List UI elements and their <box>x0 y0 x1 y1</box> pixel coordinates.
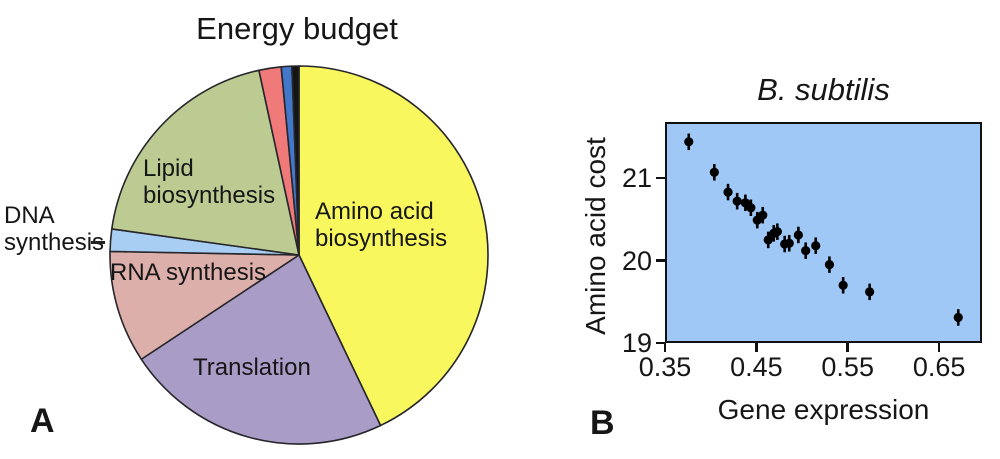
y-tick-label: 19 <box>621 328 652 358</box>
data-point <box>793 230 803 240</box>
y-tick-mark <box>656 259 665 262</box>
scatter-plot-area <box>665 122 982 343</box>
data-point <box>709 167 719 177</box>
data-point <box>758 210 768 220</box>
data-point <box>732 196 742 206</box>
data-point <box>824 260 835 270</box>
pie-label-translation: Translation <box>193 354 311 381</box>
data-point <box>801 246 811 256</box>
pie-label-dna-synthesis: DNA synthesis <box>4 202 105 256</box>
x-tick-label: 0.35 <box>638 352 692 382</box>
pie-slice-rna-synthesis <box>109 250 300 361</box>
data-point <box>953 312 963 323</box>
pie-label-rna-synthesis: RNA synthesis <box>110 259 267 286</box>
data-point <box>838 280 848 290</box>
dna-pointer-line <box>91 241 105 244</box>
y-tick-label: 20 <box>621 245 652 276</box>
data-point <box>723 187 733 197</box>
energy-budget-pie-chart <box>109 65 489 445</box>
pie-slice-amino-acid-biosynthesis <box>298 65 489 427</box>
y-tick-mark <box>656 341 665 345</box>
y-axis-label: Amino acid cost <box>580 137 611 335</box>
pie-label-amino-acid-biosynthesis: Amino acid biosynthesis <box>315 198 448 252</box>
data-point <box>763 235 773 245</box>
panel-letter-a: A <box>30 402 55 440</box>
data-point <box>684 137 694 147</box>
x-tick-label: 0.55 <box>821 352 874 382</box>
pie-chart-title: Energy budget <box>196 11 398 46</box>
data-point <box>811 241 821 251</box>
scatter-title: B. subtilis <box>757 72 890 107</box>
x-tick-mark <box>846 343 849 352</box>
y-tick-mark <box>656 176 665 180</box>
data-point <box>784 238 794 248</box>
pie-label-lipid-biosynthesis: Lipid biosynthesis <box>143 155 276 209</box>
x-axis-label: Gene expression <box>717 394 930 425</box>
x-tick-label: 0.45 <box>730 352 783 382</box>
x-tick-mark <box>663 343 667 352</box>
scatter-points-layer <box>684 133 963 326</box>
data-point <box>772 227 782 237</box>
x-tick-mark <box>937 343 941 352</box>
pie-slice-unlabeled <box>291 65 300 256</box>
x-tick-mark <box>755 343 758 352</box>
y-tick-label: 21 <box>621 163 652 194</box>
data-point <box>746 203 756 213</box>
panel-letter-b: B <box>590 404 615 442</box>
data-point <box>865 287 875 297</box>
x-tick-label: 0.65 <box>912 352 966 382</box>
pie-slice-translation <box>140 254 382 445</box>
pie-slice-lipid-biosynthesis <box>111 69 300 256</box>
